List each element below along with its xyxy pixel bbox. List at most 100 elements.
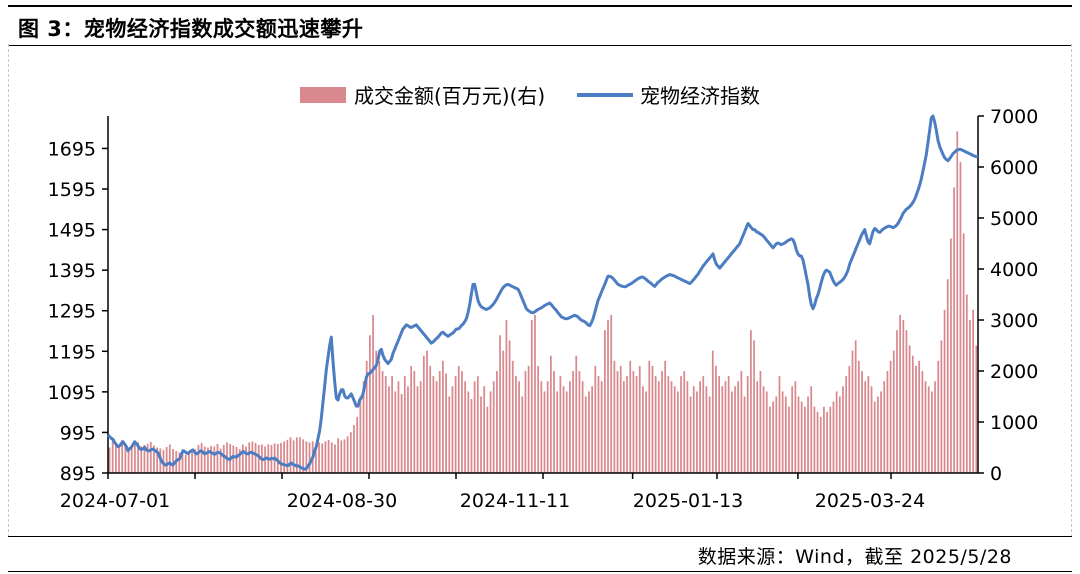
bar-mark (349, 432, 352, 473)
bar-mark (654, 376, 657, 473)
bar-mark (721, 386, 724, 473)
bar-mark (842, 386, 844, 473)
bar-mark (451, 386, 454, 473)
bar-mark (743, 396, 746, 473)
bar-mark (943, 309, 946, 473)
bar-mark (829, 406, 832, 473)
bar-mark (642, 386, 644, 473)
bar-mark (832, 401, 835, 473)
legend: 成交金额(百万元)(右) 宠物经济指数 (300, 84, 760, 108)
bar-mark (800, 401, 803, 473)
bar-mark (203, 446, 206, 473)
bar-mark (702, 376, 705, 473)
bar-mark (562, 386, 565, 473)
bar-mark (400, 393, 403, 473)
right-tick-label: 0 (990, 463, 1002, 485)
bar-mark (546, 381, 549, 473)
source-bar: 数据来源：Wind，截至 2025/5/28 (8, 536, 1072, 572)
bar-mark (149, 441, 152, 473)
bar-mark (127, 449, 130, 473)
bar-mark (629, 360, 632, 473)
bar-mark (254, 442, 257, 473)
bar-mark (892, 350, 895, 473)
bar-mark (168, 444, 171, 473)
bar-mark (346, 436, 349, 473)
bar-mark (857, 360, 860, 473)
bar-mark (740, 371, 743, 473)
bar-mark (750, 330, 752, 473)
bar-mark (540, 381, 543, 473)
bar-mark (556, 391, 559, 473)
bar-mark (222, 444, 225, 473)
bar-mark (724, 381, 727, 473)
bar-mark (216, 443, 219, 473)
bar-mark (276, 443, 279, 473)
bar-mark (527, 365, 530, 473)
bar-mark (419, 381, 422, 473)
bar-mark (464, 381, 467, 473)
bar-mark (940, 340, 943, 473)
page-title: 图 3：宠物经济指数成交额迅速攀升 (18, 17, 364, 41)
bar-mark (569, 381, 571, 473)
bar-mark (835, 391, 838, 473)
bar-mark (626, 376, 628, 473)
bar-mark (448, 396, 451, 473)
bar-mark (365, 360, 368, 473)
bar-mark (483, 386, 486, 473)
bar-mark (686, 381, 689, 473)
bar-mark (956, 131, 959, 474)
bar-mark (384, 376, 387, 473)
bar-mark (553, 371, 555, 473)
bar-mark (232, 445, 235, 473)
bar-mark (461, 371, 463, 473)
bar-mark (388, 386, 390, 473)
bar-mark (581, 381, 584, 473)
bar-mark (664, 360, 667, 473)
bar-mark (788, 406, 790, 473)
left-tick-label: 995 (60, 422, 96, 444)
bar-mark (877, 396, 879, 473)
right-tick-label: 7000 (990, 106, 1038, 128)
bar-mark (499, 335, 501, 473)
bar-mark (422, 355, 425, 473)
bar-mark (213, 446, 216, 473)
bar-mark (927, 386, 930, 473)
bar-mark (711, 350, 714, 473)
bar-mark (667, 376, 670, 473)
bar-mark (772, 401, 774, 473)
bar-mark (911, 355, 914, 473)
bar-mark (245, 446, 247, 473)
bar-mark (753, 340, 755, 473)
bar-mark (197, 444, 200, 473)
bar-mark (848, 365, 851, 473)
left-tick-label: 1095 (48, 382, 96, 404)
legend-bar-swatch (300, 87, 346, 103)
bar-mark (899, 314, 902, 473)
bar-mark (248, 442, 251, 473)
x-tick-label: 2024-08-30 (287, 490, 397, 512)
bar-mark (543, 391, 546, 473)
bar-mark (492, 381, 495, 473)
bar-mark (972, 309, 975, 473)
bar-mark (178, 452, 181, 473)
bar-mark (321, 443, 324, 473)
legend-line-label: 宠物经济指数 (640, 84, 760, 108)
bar-mark (775, 396, 778, 473)
bar-mark (759, 371, 762, 473)
bar-mark (797, 396, 800, 473)
bar-mark (600, 381, 603, 473)
bar-mark (765, 391, 768, 473)
bar-mark (769, 406, 771, 473)
bar-mark (299, 437, 301, 473)
bar-mark (397, 381, 400, 473)
bar-mark (289, 437, 292, 473)
bar-mark (708, 396, 711, 473)
bar-mark (476, 376, 479, 473)
bar-mark (718, 376, 721, 473)
bar-mark (146, 443, 149, 473)
bar-mark (432, 376, 435, 473)
bar-mark (670, 381, 673, 473)
bar-mark (153, 445, 155, 473)
bar-mark (445, 373, 447, 473)
bar-mark (470, 399, 473, 473)
